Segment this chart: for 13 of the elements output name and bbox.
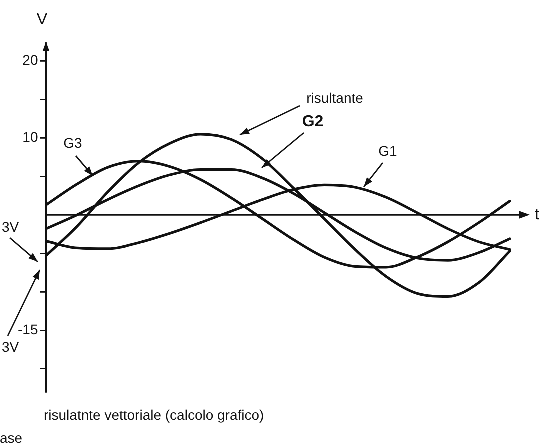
y-tick-label: 20 — [22, 52, 38, 68]
text: G1 — [378, 142, 398, 159]
text: 3V — [2, 338, 20, 355]
y-tick-label: -15 — [18, 321, 38, 338]
text: ase — [0, 430, 23, 444]
text: 3V — [2, 218, 20, 235]
text: risultante — [306, 90, 364, 106]
text: G2 — [302, 113, 324, 130]
text: risulatnte vettoriale (calcolo grafico) — [44, 406, 264, 423]
series-label: G3 — [64, 134, 83, 151]
y-axis-title: V — [36, 11, 48, 28]
y-tick-label: 10 — [22, 129, 38, 146]
x-axis-title: t — [535, 206, 540, 224]
